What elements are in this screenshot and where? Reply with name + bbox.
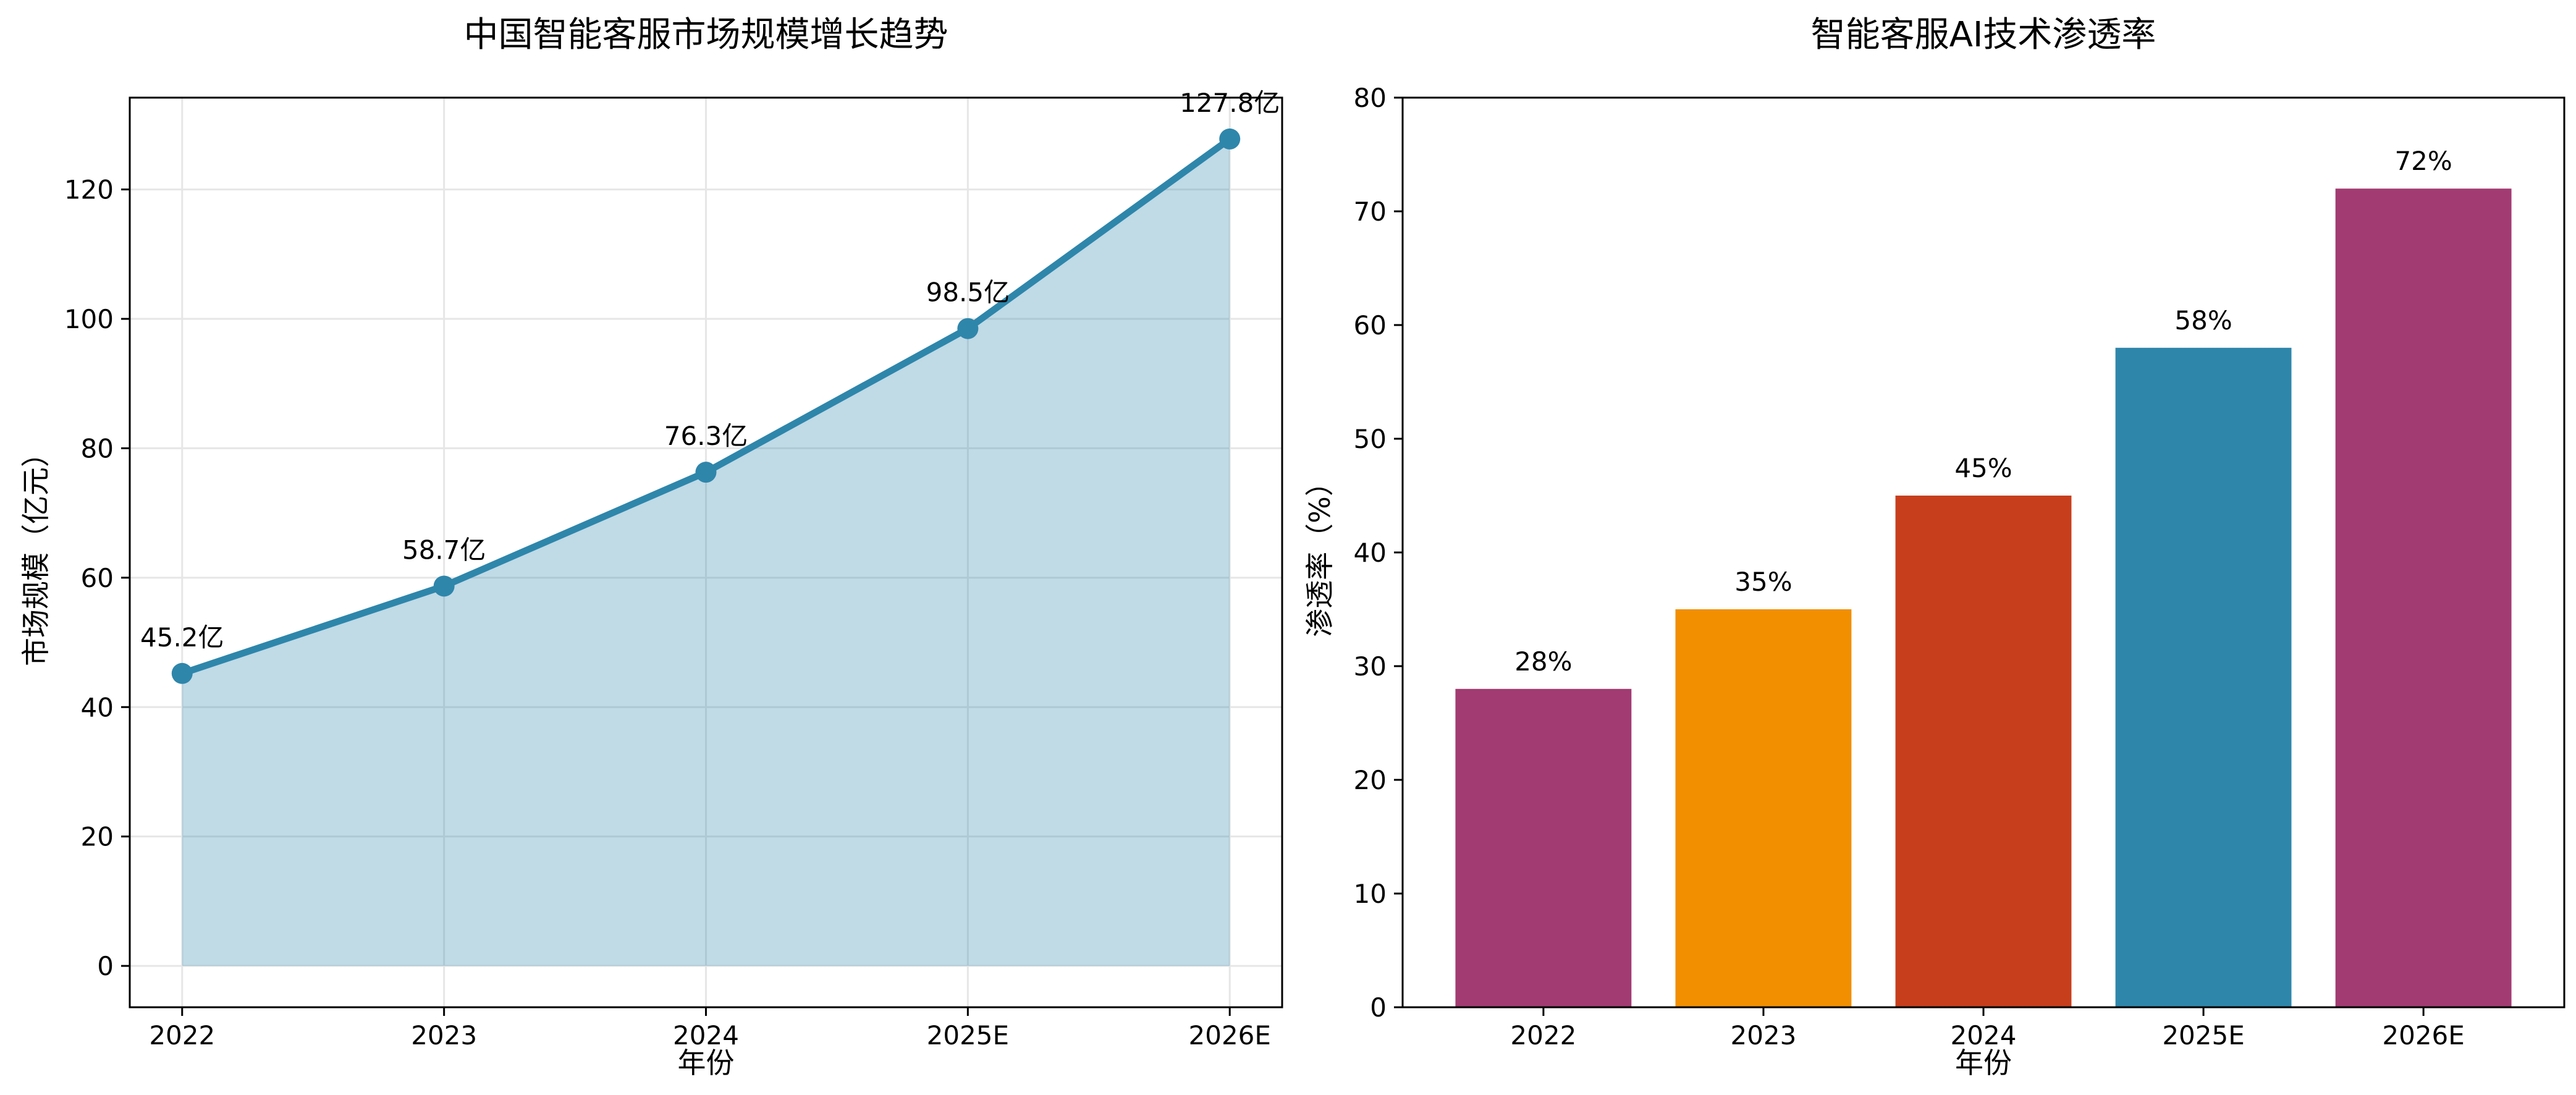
x-tick-label: 2024 [1951,1020,2017,1051]
point-value-label: 58.7亿 [402,535,486,565]
market-size-chart-title: 中国智能客服市场规模增长趋势 [463,15,948,55]
bar-2025E [2115,347,2292,1007]
y-tick-label: 30 [1354,651,1387,682]
y-tick-label: 120 [64,175,114,205]
bar-value-label: 58% [2174,305,2232,336]
bar-2026E [2335,188,2512,1008]
y-tick-label: 0 [97,951,114,981]
data-point-2025E [957,318,979,339]
market-size-yaxis-title: 市场规模（亿元） [19,439,53,666]
penetration-yaxis-title: 渗透率（%） [1303,468,1337,637]
y-tick-label: 60 [81,563,114,593]
x-tick-label: 2025E [2162,1020,2244,1051]
point-value-label: 98.5亿 [926,277,1010,308]
bar-2022 [1455,688,1632,1007]
bar-2024 [1895,496,2072,1007]
y-tick-label: 50 [1354,424,1387,454]
y-tick-label: 100 [64,304,114,334]
y-tick-label: 0 [1370,992,1387,1023]
y-tick-label: 70 [1354,197,1387,227]
y-tick-label: 80 [1354,83,1387,113]
y-tick-label: 80 [81,433,114,463]
bar-value-label: 28% [1514,646,1572,677]
point-value-label: 76.3亿 [664,421,748,451]
point-value-label: 45.2亿 [140,622,224,653]
penetration-xaxis-title: 年份 [1955,1046,2012,1080]
x-tick-label: 2025E [927,1020,1009,1051]
x-tick-label: 2023 [1730,1020,1796,1051]
bar-2023 [1675,609,1852,1007]
y-tick-label: 40 [1354,538,1387,568]
y-tick-label: 10 [1354,879,1387,909]
bar-value-label: 45% [1954,453,2012,483]
x-tick-label: 2022 [149,1020,215,1051]
penetration-chart-title: 智能客服AI技术渗透率 [1810,15,2156,55]
y-tick-label: 20 [1354,765,1387,795]
x-tick-label: 2023 [411,1020,477,1051]
y-tick-label: 40 [81,692,114,722]
x-tick-label: 2026E [1189,1020,1271,1051]
bar-value-label: 72% [2394,146,2452,176]
y-tick-label: 60 [1354,310,1387,340]
area-fill [182,138,1230,966]
market-size-chart: 45.2亿 58.7亿 76.3亿 98.5亿 127.8亿 0 20 40 60 80 100 12… [64,88,1283,1051]
data-point-2023 [433,575,455,597]
market-size-xaxis-title: 年份 [677,1046,735,1080]
penetration-rate-chart: 28% 35% 45% 58% 72% 0 10 20 30 40 50 60 70 80 2022 2023… [1354,83,2565,1051]
point-value-label: 127.8亿 [1180,88,1280,118]
data-point-2022 [171,662,193,684]
bar-value-label: 35% [1734,567,1792,597]
y-tick-label: 20 [81,822,114,852]
data-point-2026E [1219,128,1241,150]
x-tick-label: 2022 [1510,1020,1576,1051]
x-tick-label: 2026E [2382,1020,2464,1051]
data-point-2024 [695,462,717,483]
x-tick-label: 2024 [673,1020,739,1051]
